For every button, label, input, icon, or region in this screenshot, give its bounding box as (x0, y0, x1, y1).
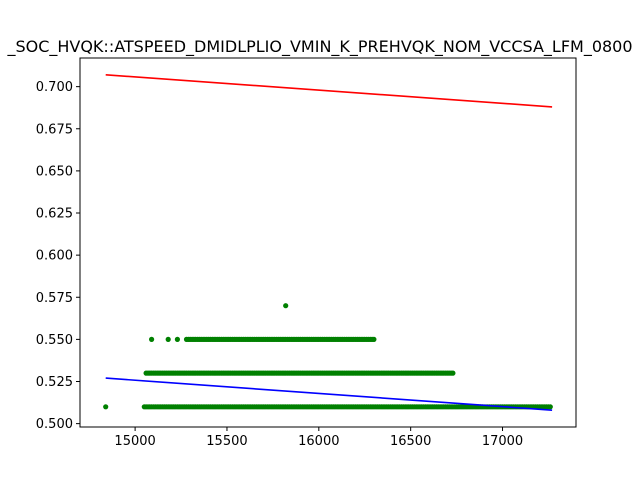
data-point (165, 336, 171, 342)
y-tick-label: 0.625 (36, 207, 73, 222)
trend-lines (105, 74, 553, 411)
data-point (283, 303, 289, 309)
data-point (371, 336, 377, 342)
y-tick-label: 0.575 (36, 291, 73, 306)
chart-title: _SOC_HVQK::ATSPEED_DMIDLPLIO_VMIN_K_PREH… (6, 37, 632, 57)
y-tick-label: 0.525 (36, 375, 73, 390)
upper-trend-line (105, 74, 553, 108)
y-tick-label: 0.650 (36, 164, 73, 179)
data-point (174, 336, 180, 342)
y-axis: 0.500 0.525 0.550 0.575 0.600 0.625 0.650 0.675… (36, 80, 80, 432)
data-point (149, 336, 155, 342)
y-tick-label: 0.550 (36, 333, 73, 348)
data-point (450, 370, 456, 376)
x-tick-label: 15000 (114, 434, 155, 449)
y-tick-label: 0.500 (36, 417, 73, 432)
data-point (103, 404, 109, 410)
x-axis: 15000 15500 16000 16500 17000 (114, 427, 523, 449)
lower-trend-line (105, 377, 553, 411)
y-tick-label: 0.675 (36, 122, 73, 137)
x-tick-label: 15500 (206, 434, 247, 449)
y-tick-label: 0.700 (36, 80, 73, 95)
plot-area: 15000 15500 16000 16500 17000 0.500 0.525 0.55… (36, 57, 577, 449)
x-tick-label: 16000 (298, 434, 339, 449)
y-tick-label: 0.600 (36, 249, 73, 264)
data-points (103, 303, 553, 410)
data-point (547, 404, 553, 410)
plot-frame (79, 57, 577, 428)
x-tick-label: 16500 (390, 434, 431, 449)
x-tick-label: 17000 (482, 434, 523, 449)
